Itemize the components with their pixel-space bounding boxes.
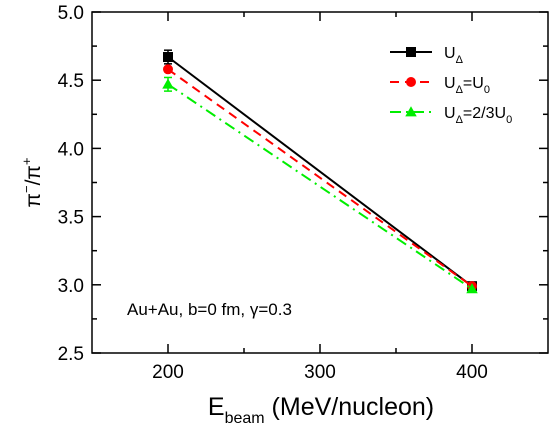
y-axis-title-slash: / [22, 179, 45, 185]
legend-marker [406, 47, 416, 57]
y-axis-title-den-sup: + [19, 157, 34, 165]
series-line [167, 83, 473, 290]
ticks-layer: 2.5 3.0 3.5 4.0 4.5 5.0 200 300 400 [58, 3, 548, 383]
y-tick-label: 5.0 [58, 3, 84, 24]
legend-marker [406, 77, 416, 87]
series-layer [162, 49, 478, 294]
y-axis-title-den: π [22, 165, 45, 180]
plot-frame [91, 11, 549, 354]
y-axis-title-num: π [22, 193, 45, 208]
legend-label-base: U [444, 45, 456, 62]
legend-label-rest: =2/3U [463, 105, 506, 122]
y-tick-label: 2.5 [58, 344, 84, 365]
y-axis-title-num-sup: − [19, 185, 34, 193]
legend-label: UΔ=U0 [444, 75, 490, 96]
legend-label: UΔ=2/3U0 [444, 105, 512, 126]
legend-label-rest-sub: 0 [484, 84, 490, 96]
y-axis-title: π−/π+ [19, 157, 45, 207]
x-axis-title: Ebeam (MeV/nucleon) [208, 393, 434, 427]
series-line [167, 56, 473, 287]
data-point [466, 283, 478, 294]
legend-entry-2: UΔ=2/3U0 [390, 105, 512, 126]
series-line [167, 68, 473, 287]
x-axis-title-main: E [208, 393, 225, 421]
legend-entry-1: UΔ=U0 [390, 75, 490, 96]
data-point [163, 64, 173, 75]
y-tick-label: 4.0 [58, 139, 84, 160]
data-point [163, 52, 173, 63]
legend-label-base: U [444, 105, 456, 122]
data-point [162, 78, 174, 89]
legend-label: UΔ [444, 45, 464, 66]
legend-label-base: U [444, 75, 456, 92]
legend-label-sub: Δ [456, 54, 464, 66]
legend-label-sub: Δ [456, 84, 464, 96]
x-tick-label: 200 [152, 362, 184, 383]
legend-label-rest-sub: 0 [506, 114, 512, 126]
legend-label-sub: Δ [456, 114, 464, 126]
x-axis-title-rest: (MeV/nucleon) [265, 393, 435, 421]
x-tick-label: 300 [304, 362, 336, 383]
y-tick-label: 3.0 [58, 276, 84, 297]
annotation-text: Au+Au, b=0 fm, γ=0.3 [127, 300, 292, 319]
y-tick-label: 4.5 [58, 71, 84, 92]
legend-marker [405, 106, 417, 117]
x-tick-label: 400 [456, 362, 488, 383]
legend-entry-0: UΔ [390, 45, 464, 66]
series-1 [163, 64, 477, 292]
series-2 [162, 76, 478, 294]
legend-label-rest: =U [463, 75, 484, 92]
y-tick-label: 3.5 [58, 208, 84, 229]
x-axis-title-sub: beam [225, 410, 265, 427]
